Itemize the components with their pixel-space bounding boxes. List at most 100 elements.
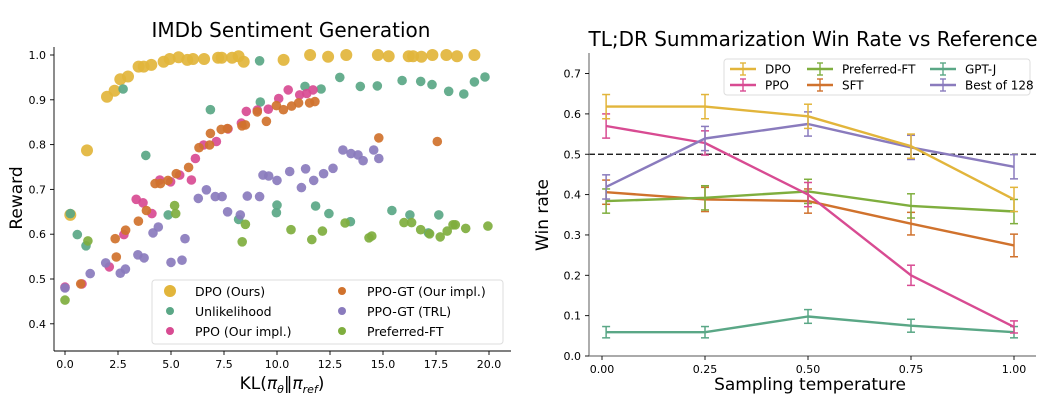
y-tick-label: 0.5 — [29, 273, 47, 286]
data-point — [310, 96, 320, 107]
legend: DPO PPO Preferred-FT SFT GPT-J Best of 128 — [723, 58, 1034, 96]
data-point — [340, 49, 353, 61]
series-line — [606, 315, 1015, 334]
y-tick-label: 1.0 — [29, 49, 47, 62]
legend-label: PPO — [765, 79, 789, 93]
data-point — [141, 205, 152, 216]
data-point — [372, 81, 383, 91]
legend: DPO (Ours) Unlikelihood PPO (Our impl.) PPO… — [151, 279, 504, 345]
data-point — [300, 164, 311, 174]
legend-label: PPO-GT (TRL) — [367, 304, 451, 319]
data-point — [304, 49, 317, 61]
data-point — [198, 53, 211, 65]
x-axis-label: KL(πθ‖πref) — [240, 374, 325, 396]
data-point — [367, 231, 377, 241]
data-point — [186, 175, 197, 185]
series-lines — [589, 93, 1036, 339]
y-tick-label: 0.0 — [564, 350, 582, 363]
data-point — [405, 210, 415, 220]
y-tick-label: 0.1 — [564, 310, 582, 323]
legend-label: DPO — [765, 63, 791, 77]
x-tick-label: 5.0 — [162, 358, 180, 371]
data-point — [217, 191, 227, 202]
x-tick-label: 2.5 — [109, 358, 127, 371]
legend-marker — [338, 307, 346, 315]
x-tick-label: 1.00 — [1002, 363, 1027, 376]
x-tick-label: 0.25 — [693, 363, 718, 376]
data-point — [141, 150, 151, 161]
x-tick-label: 0.0 — [56, 358, 74, 371]
data-point — [358, 155, 368, 166]
data-point — [263, 171, 274, 181]
data-point — [480, 72, 490, 82]
data-point — [296, 182, 307, 193]
data-point — [374, 133, 384, 143]
data-point — [72, 229, 83, 240]
y-ticks: 0.0 0.1 0.2 0.3 0.4 0.5 0.6 0.7 — [564, 68, 589, 363]
data-point — [406, 217, 417, 228]
data-point — [271, 100, 282, 111]
data-point — [237, 55, 250, 68]
x-tick-label: 10.0 — [265, 358, 290, 371]
data-point — [133, 216, 144, 226]
line-chart-tldr: TL;DR Summarization Win Rate vs Referenc… — [533, 27, 1038, 395]
data-point — [210, 191, 221, 202]
x-tick-label: 20.0 — [477, 358, 502, 371]
data-point — [397, 75, 407, 86]
legend-label: Unlikelihood — [195, 304, 272, 319]
data-point — [163, 210, 173, 220]
data-point — [374, 153, 384, 164]
scatter-chart-imdb: IMDb Sentiment Generation 0.40.50.60.70.… — [7, 18, 511, 396]
data-point — [193, 193, 204, 204]
data-point — [451, 50, 463, 63]
x-tick-label: 0.50 — [796, 363, 821, 376]
legend-label: Best of 128 — [965, 79, 1034, 93]
data-point — [308, 175, 319, 186]
data-point — [122, 70, 134, 83]
data-point — [138, 198, 148, 208]
data-point — [368, 145, 379, 155]
y-tick-label: 0.4 — [29, 318, 47, 331]
data-point — [60, 295, 70, 305]
data-point — [169, 200, 180, 211]
data-point — [177, 255, 187, 265]
x-tick-label: 12.5 — [318, 358, 343, 371]
data-point — [254, 56, 265, 66]
x-axis-label: Sampling temperature — [714, 375, 906, 395]
data-point — [277, 53, 290, 66]
x-tick-label: 7.5 — [215, 358, 233, 371]
data-point — [434, 210, 444, 220]
y-tick-label: 0.6 — [564, 108, 582, 121]
data-point — [201, 185, 212, 195]
x-tick-label: 15.0 — [371, 358, 396, 371]
data-point — [254, 191, 265, 202]
data-point — [108, 84, 121, 97]
y-tick-label: 0.7 — [564, 68, 582, 81]
data-point — [85, 268, 95, 279]
y-tick-label: 0.7 — [29, 183, 47, 196]
data-point — [440, 49, 453, 61]
data-point — [272, 175, 282, 186]
data-point — [190, 153, 201, 164]
data-point — [415, 224, 426, 235]
legend-marker — [338, 327, 346, 335]
data-point — [60, 283, 70, 293]
legend-marker — [166, 307, 174, 315]
data-point — [222, 123, 233, 134]
data-point — [450, 220, 461, 230]
data-point — [242, 191, 253, 201]
data-point — [355, 81, 366, 92]
legend-label: SFT — [842, 79, 864, 93]
data-point — [100, 258, 111, 268]
data-point — [382, 50, 395, 63]
data-point — [163, 175, 173, 186]
y-tick-label: 0.2 — [564, 269, 582, 282]
data-point — [308, 85, 318, 95]
y-tick-label: 0.8 — [29, 139, 47, 152]
data-point — [111, 252, 122, 262]
chart-title: TL;DR Summarization Win Rate vs Referenc… — [587, 27, 1037, 51]
data-point — [426, 49, 439, 61]
data-point — [183, 162, 194, 173]
data-point — [435, 232, 446, 242]
data-point — [284, 166, 295, 177]
